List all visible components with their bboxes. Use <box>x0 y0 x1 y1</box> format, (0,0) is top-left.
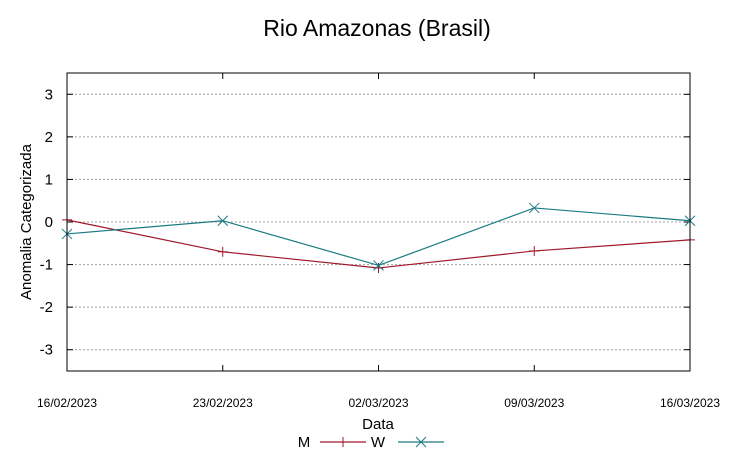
x-tick-label: 16/02/2023 <box>37 396 97 410</box>
x-axis-ticks: 16/02/2023 23/02/2023 02/03/2023 09/03/2023… <box>37 73 720 410</box>
chart-title: Rio Amazonas (Brasil) <box>263 15 491 41</box>
data-point-m <box>373 262 384 273</box>
data-point-w <box>528 202 540 214</box>
legend-marker-w <box>415 436 427 448</box>
legend-label-m: M <box>298 434 311 451</box>
x-tick-label: 16/03/2023 <box>660 396 720 410</box>
data-point-w <box>217 215 229 227</box>
y-axis-label: Anomalia Categorizada <box>18 143 35 300</box>
data-point-w <box>373 260 384 271</box>
y-tick-label: 1 <box>45 171 53 188</box>
y-tick-label: -3 <box>40 342 53 359</box>
y-axis-ticks: 3 2 1 0 -1 -2 -3 <box>40 86 690 359</box>
x-axis-label: Data <box>362 416 394 433</box>
series-line-w <box>66 207 691 267</box>
y-tick-label: -2 <box>40 299 53 316</box>
legend-marker-m <box>338 437 348 447</box>
x-tick-label: 23/02/2023 <box>193 396 253 410</box>
series-line-m <box>66 219 691 269</box>
plot-frame <box>66 72 691 372</box>
y-tick-label: 2 <box>45 129 53 146</box>
data-point-m <box>529 245 540 256</box>
series-layer <box>61 202 696 273</box>
x-tick-label: 09/03/2023 <box>504 396 564 410</box>
grid <box>67 93 690 351</box>
y-tick-label: -1 <box>40 257 53 274</box>
data-point-m <box>217 246 228 257</box>
y-tick-label: 3 <box>45 86 53 103</box>
x-tick-label: 02/03/2023 <box>348 396 408 410</box>
legend-label-w: W <box>371 434 386 451</box>
y-tick-label: 0 <box>45 214 53 231</box>
